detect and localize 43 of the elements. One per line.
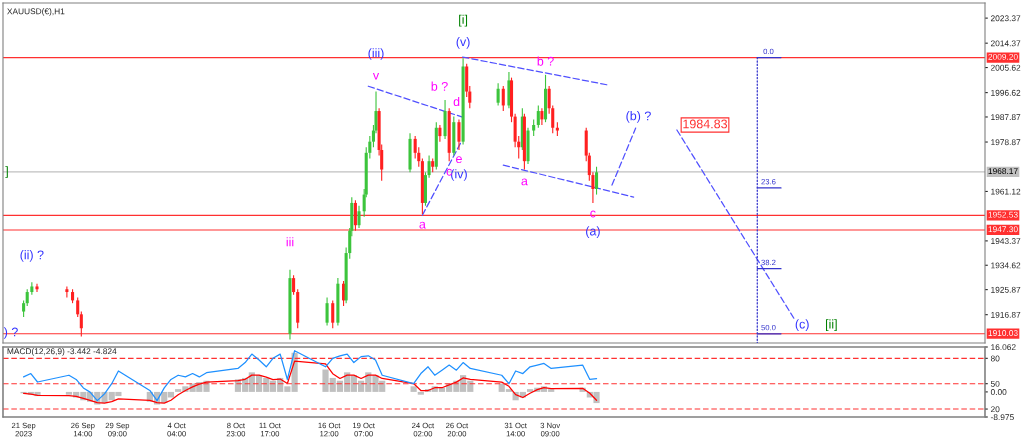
y-tick-label: 1925.87 <box>991 286 1021 293</box>
annotation: a <box>521 178 528 186</box>
chart-title: MACD(12,26,9) -3.442 -4.824 <box>7 348 117 356</box>
annotation: [i] <box>459 14 468 27</box>
annotation: (iv) <box>451 169 467 181</box>
annotation: e <box>456 156 462 164</box>
annotation: iii <box>286 237 294 247</box>
y-tick-label: 2023.37 <box>990 15 1021 22</box>
ref-line-label: 1947.30 <box>988 226 1018 233</box>
y-tick-label: 2005.62 <box>990 64 1021 71</box>
annotation: (ii) ? <box>20 250 44 262</box>
ref-line-label: 1968.17 <box>988 168 1018 175</box>
annotation: [ii] <box>826 319 837 331</box>
y-tick-label: 1943.37 <box>991 238 1021 244</box>
y-tick-label: 1978.87 <box>991 139 1021 146</box>
annotation: b ? <box>537 56 554 66</box>
annotation: (b) ? <box>626 111 651 123</box>
y-tick-label: -8.975 <box>990 414 1014 421</box>
y-tick-label: 0.00 <box>990 389 1007 396</box>
y-tick-label: 2014.37 <box>990 40 1021 47</box>
y2-tick-label: 20 <box>990 406 1000 413</box>
y-tick-label: 1996.62 <box>991 89 1021 96</box>
y-tick-label: 1961.12 <box>991 188 1021 195</box>
annotation: (c) <box>795 319 809 331</box>
annotation: a <box>419 221 426 229</box>
annotation: v <box>372 72 380 80</box>
y2-tick-label: 50 <box>990 380 1000 387</box>
y-tick-label: 1934.62 <box>991 262 1021 269</box>
ref-line-label: 1910.03 <box>988 330 1018 336</box>
y-tick-label: 1916.87 <box>991 311 1021 318</box>
ref-line-label: 2009.20 <box>988 53 1018 60</box>
annotation: d <box>453 96 460 107</box>
annotation: (v) <box>456 37 470 49</box>
annotation: 1984.83 <box>683 119 728 129</box>
ref-line-label: 1952.53 <box>988 211 1018 218</box>
annotation: ] <box>5 166 8 178</box>
y2-tick-label: 80 <box>990 355 1000 362</box>
annotation: c <box>446 168 452 176</box>
text: XAUUSD(€),H1 <box>7 8 65 16</box>
annotation: b ? <box>431 81 448 91</box>
y-tick-label: 16.062 <box>991 344 1016 351</box>
annotation: (a) <box>586 226 600 238</box>
y-tick-label: 1987.87 <box>991 114 1021 121</box>
